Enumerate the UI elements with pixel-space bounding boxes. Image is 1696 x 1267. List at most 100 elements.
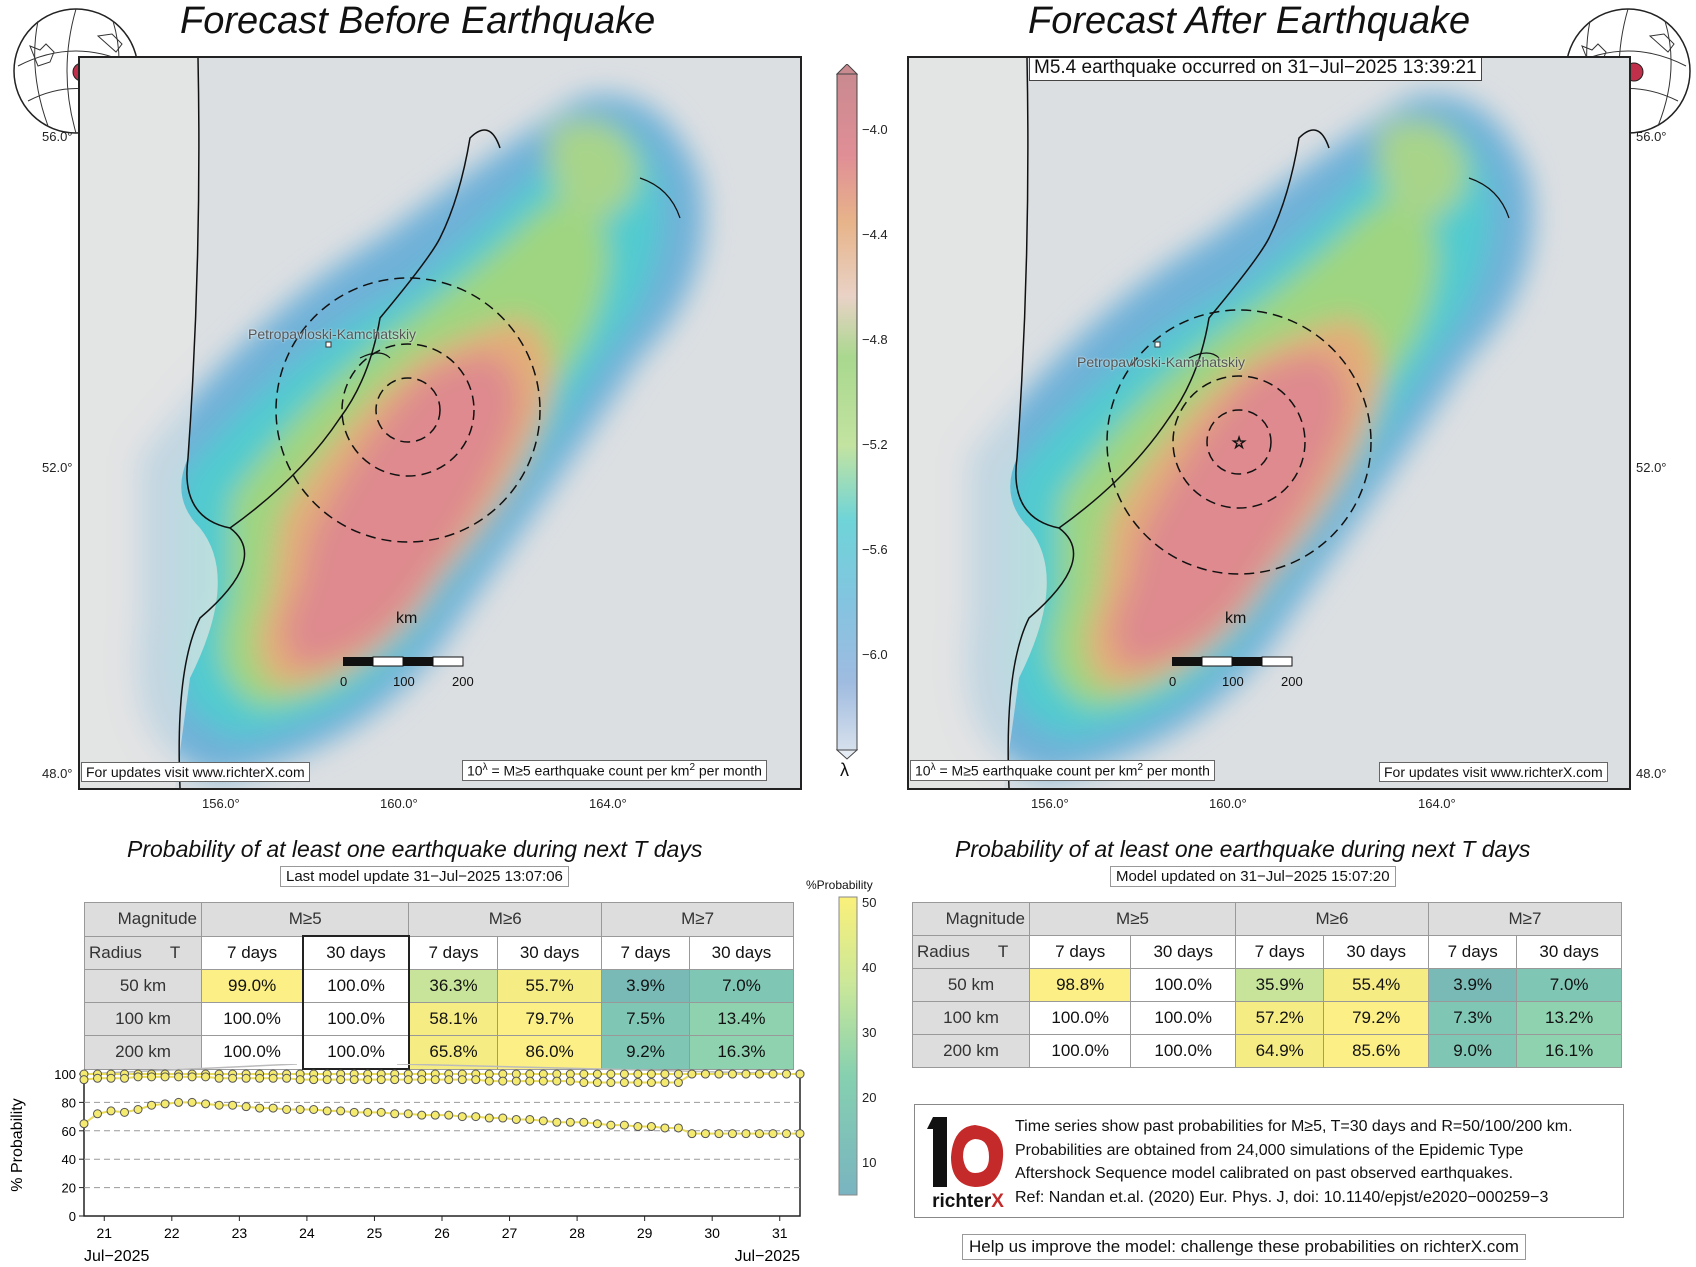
series-point <box>781 1129 791 1139</box>
left-city-label: Petropavloski-Kamchatskiy <box>248 326 417 342</box>
prob-cell: 9.2% <box>601 1035 690 1070</box>
prob-cell: 7.5% <box>601 1002 690 1036</box>
series-point <box>673 1078 683 1088</box>
left-forecast-map[interactable]: Petropavloski-Kamchatskiy km 0 100 200 F… <box>78 56 802 790</box>
prob-cell: 57.2% <box>1235 1001 1325 1035</box>
prob-cell: 100.0% <box>1130 968 1237 1002</box>
series-point <box>606 1069 616 1079</box>
series-point <box>133 1072 143 1082</box>
info-line: Aftershock Sequence model calibrated on … <box>1015 1165 1514 1182</box>
series-point <box>214 1073 224 1083</box>
series-point <box>741 1129 751 1139</box>
series-point <box>646 1078 656 1088</box>
series-point <box>565 1117 575 1127</box>
series-point <box>457 1075 467 1085</box>
series-point <box>376 1075 386 1085</box>
series-point <box>160 1099 170 1109</box>
table-row: 200 km 100.0% 100.0% 64.9% 85.6% 9.0% 16… <box>912 1034 1622 1068</box>
prob-cell: 7.3% <box>1427 1001 1518 1035</box>
help-link[interactable]: Help us improve the model: challenge the… <box>962 1234 1526 1260</box>
left-corner-radius-t: Radius T <box>84 935 202 970</box>
left-lambda-legend: 10λ = M≥5 earthquake count per km2 per m… <box>462 760 767 781</box>
series-point <box>363 1075 373 1085</box>
prob-cell: 99.0% <box>201 969 304 1003</box>
left-period-header: 7 days <box>601 935 690 970</box>
lambda-tick-2: −4.8 <box>862 332 888 347</box>
prob-cell: 9.0% <box>1427 1034 1518 1068</box>
series-point <box>741 1069 751 1079</box>
right-corner-radius-t: Radius T <box>912 935 1030 969</box>
prob-cell: 100.0% <box>1028 1001 1132 1035</box>
info-line: Probabilities are obtained from 24,000 s… <box>1015 1141 1524 1159</box>
series-point <box>606 1120 616 1130</box>
series-point <box>646 1122 656 1132</box>
left-updates-link[interactable]: For updates visit www.richterX.com <box>81 762 310 782</box>
series-point <box>417 1110 427 1120</box>
series-point <box>268 1103 278 1113</box>
lambda-tick-4: −5.6 <box>862 542 888 557</box>
series-point <box>471 1112 481 1122</box>
series-point <box>619 1078 629 1088</box>
lambda-tick-5: −6.0 <box>862 647 888 662</box>
left-period-header: 30 days <box>302 935 410 970</box>
series-point <box>241 1102 251 1112</box>
x-tick-label: 25 <box>367 1225 383 1241</box>
series-point <box>579 1117 589 1127</box>
plot-frame <box>83 1073 801 1217</box>
right-row-radius: 100 km <box>912 1001 1030 1035</box>
table-row: 50 km 99.0% 100.0% 36.3% 55.7% 3.9% 7.0% <box>84 969 795 1003</box>
right-lat-48: 48.0° <box>1636 766 1667 781</box>
prob-cell: 16.3% <box>688 1035 795 1070</box>
series-point <box>714 1129 724 1139</box>
right-updates-link[interactable]: For updates visit www.richterX.com <box>1379 762 1608 782</box>
right-city-label: Petropavloski-Kamchatskiy <box>1077 354 1246 370</box>
right-corner-magnitude: Magnitude <box>912 902 1030 936</box>
series-point <box>120 1073 130 1083</box>
prob-cell: 79.7% <box>497 1002 603 1036</box>
series-point <box>471 1075 481 1085</box>
prob-cell: 100.0% <box>302 1035 410 1070</box>
series-point <box>633 1078 643 1088</box>
lambda-colorbar-label: λ <box>840 760 849 780</box>
left-period-header: 7 days <box>201 935 304 970</box>
left-table-subtitle: Probability of at least one earthquake d… <box>127 836 703 862</box>
series-point <box>457 1112 467 1122</box>
x-tick-label: 27 <box>502 1225 518 1241</box>
left-lat-48: 48.0° <box>42 766 73 781</box>
info-line: Ref: Nandan et.al. (2020) Eur. Phys. J, … <box>1015 1188 1549 1206</box>
series-point <box>673 1069 683 1079</box>
prob-cell: 35.9% <box>1235 968 1325 1002</box>
x-tick-label: 31 <box>772 1225 788 1241</box>
left-period-header: 7 days <box>408 935 499 970</box>
prob-cell: 79.2% <box>1323 1001 1429 1035</box>
prob-cell: 98.8% <box>1028 968 1132 1002</box>
series-point <box>768 1069 778 1079</box>
series-point <box>147 1072 157 1082</box>
series-point <box>255 1103 265 1113</box>
prob-cell: 100.0% <box>1028 1034 1132 1068</box>
y-tick-label: 100 <box>54 1067 76 1082</box>
event-label: M5.4 earthquake occurred on 31−Jul−2025 … <box>1029 58 1482 81</box>
prob-cell: 3.9% <box>601 969 690 1003</box>
prob-cell: 55.7% <box>497 969 603 1003</box>
y-tick-label: 60 <box>62 1124 76 1139</box>
right-forecast-map[interactable]: ☆ M5.4 earthquake occurred on 31−Jul−202… <box>907 56 1631 790</box>
series-point <box>120 1107 130 1117</box>
series-point <box>484 1113 494 1123</box>
prob-cell: 7.0% <box>1516 968 1622 1002</box>
info-text: Time series show past probabilities for … <box>1015 1115 1573 1209</box>
prob-cell: 55.4% <box>1323 968 1429 1002</box>
prob-cell: 36.3% <box>408 969 499 1003</box>
series-point <box>295 1105 305 1114</box>
series-point <box>79 1075 89 1085</box>
prob-cell: 64.9% <box>1235 1034 1325 1068</box>
series-point <box>228 1073 238 1083</box>
series-point <box>160 1072 170 1082</box>
lambda-tick-3: −5.2 <box>862 437 888 452</box>
series-point <box>727 1069 737 1079</box>
series-point <box>768 1129 778 1139</box>
left-scale-200: 200 <box>452 674 474 689</box>
left-lon-164: 164.0° <box>589 796 627 811</box>
left-corner-magnitude: Magnitude <box>84 902 202 937</box>
prob-cell: 100.0% <box>302 1002 410 1036</box>
